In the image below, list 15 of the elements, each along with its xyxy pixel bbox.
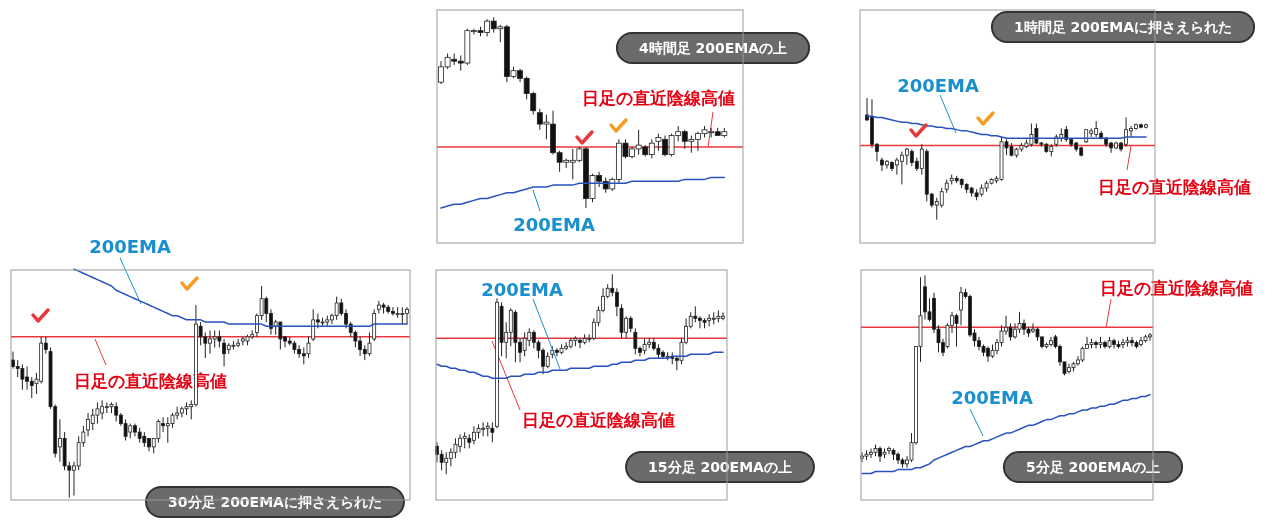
series-label: 200EMA [89, 236, 171, 257]
ref-line-label: 日足の直近陰線高値 [521, 410, 675, 430]
chart-title: 1時間足 200EMAに押さえられた [1013, 19, 1233, 35]
title: 30分足 200EMAに押さえられた [145, 486, 405, 518]
ref-line-label: 日足の直近陰線高値 [1099, 278, 1253, 298]
title: 15分足 200EMAの上 [625, 451, 815, 483]
series-label: 200EMA [897, 75, 979, 96]
text: 200EMA [481, 279, 563, 300]
series-label: 200EMA [951, 387, 1033, 408]
series-label: 200EMA [513, 214, 595, 235]
legend-label: 日足の直近陰線高値 [1097, 177, 1251, 197]
title: 4時間足 200EMAの上 [615, 32, 811, 64]
title: 5分足 200EMAの上 [1002, 451, 1184, 483]
title: 1時間足 200EMAに押さえられた [990, 11, 1256, 43]
ref-line-label: 日足の直近陰線高値 [581, 88, 735, 108]
